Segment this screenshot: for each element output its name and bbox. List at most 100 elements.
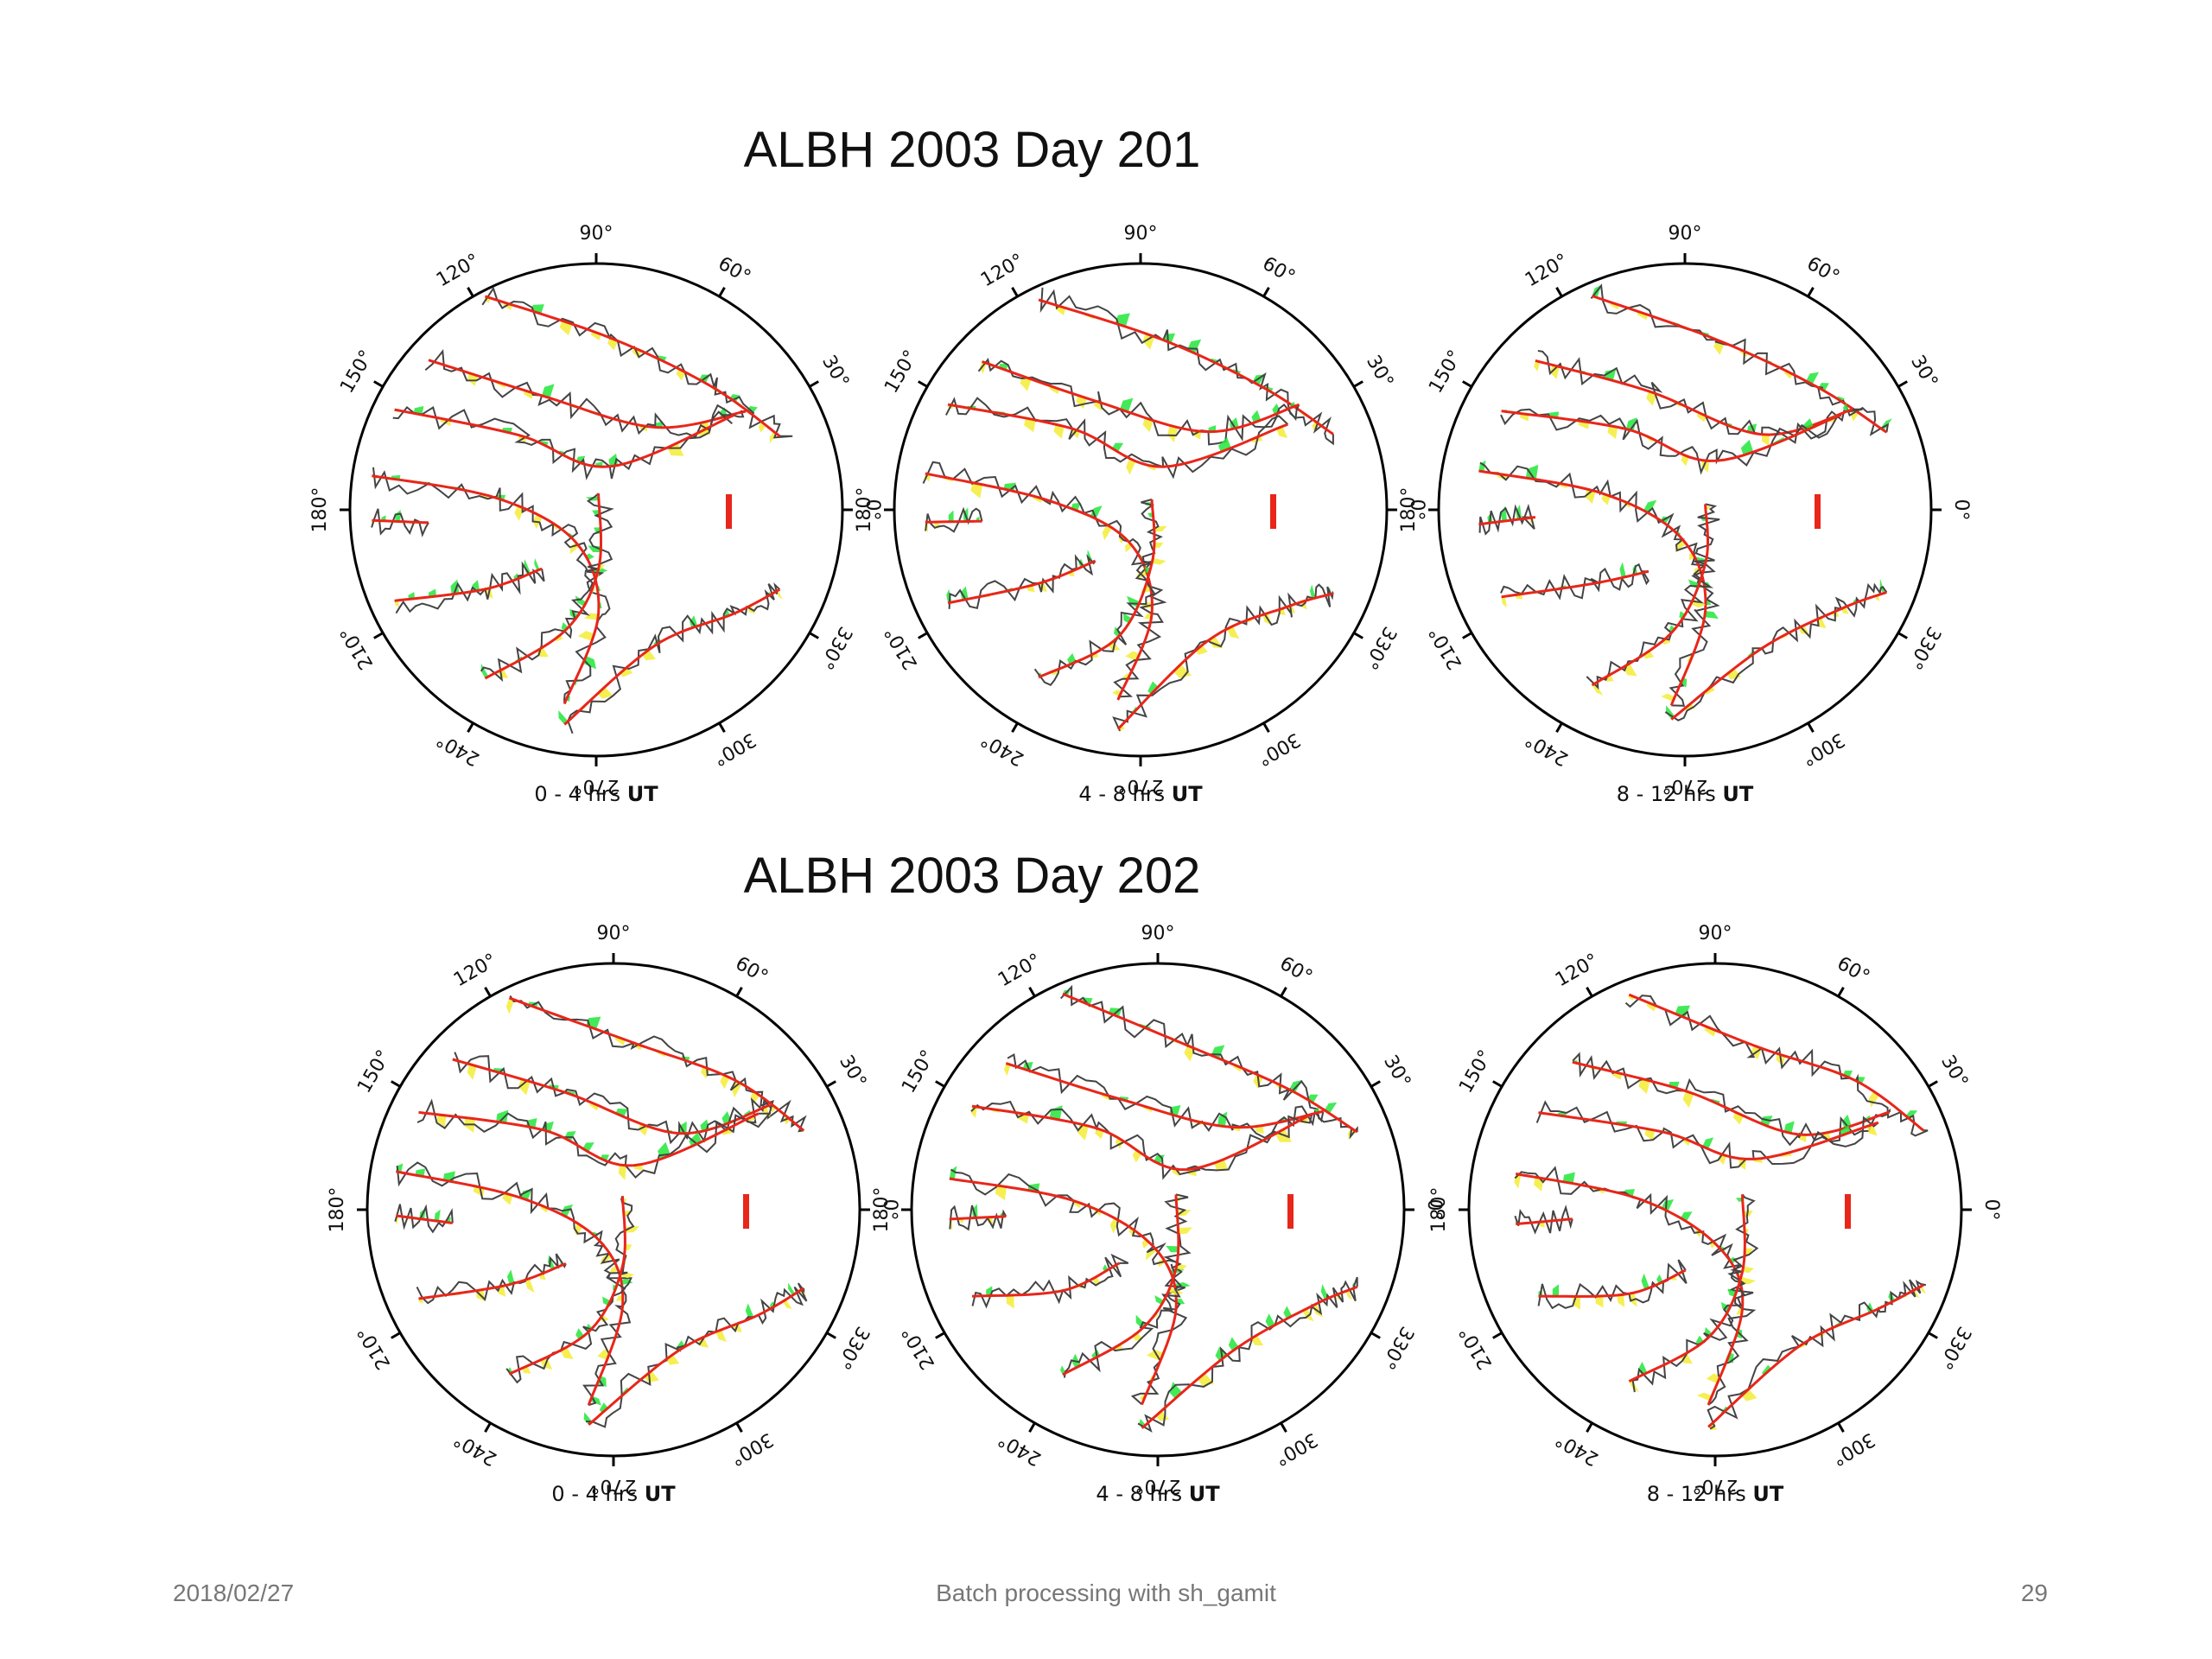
residual-fill <box>1208 425 1217 432</box>
residual-trace <box>372 467 611 704</box>
residual-fill <box>972 1204 978 1218</box>
residual-fill <box>1745 1248 1753 1255</box>
residual-fill <box>1142 417 1154 433</box>
residual-fill <box>655 421 664 428</box>
residual-trace <box>1535 1100 1879 1169</box>
model-line <box>1038 298 1334 435</box>
residual-fill <box>1087 550 1093 563</box>
footer-title: Batch processing with sh_gamit <box>936 1580 1276 1606</box>
sky-plot-panel: 90° 60° 30° 0° 330° 300° 270° 240° 210° 180° 150° 1… <box>327 923 900 1506</box>
model-line <box>1628 1194 1746 1383</box>
azimuth-tick <box>1586 1422 1593 1433</box>
azimuth-label: 30° <box>1379 1052 1414 1091</box>
residual-fill <box>1637 311 1649 321</box>
residual-fill <box>1300 601 1307 610</box>
residual-fill <box>1638 1078 1650 1095</box>
residual-fill <box>1102 524 1112 541</box>
residual-fill <box>1646 391 1657 406</box>
azimuth-label: 150° <box>353 1046 395 1096</box>
residual-trace <box>1514 1205 1573 1235</box>
azimuth-label: 300° <box>1254 728 1304 770</box>
residual-fill <box>1662 637 1671 645</box>
azimuth-label: 180° <box>854 487 875 533</box>
model-line <box>1707 1283 1924 1428</box>
residual-fill <box>1226 626 1240 639</box>
azimuth-label: 270° <box>1135 1475 1181 1497</box>
azimuth-label: 60° <box>1259 253 1299 289</box>
residual-trace <box>1631 1193 1759 1393</box>
azimuth-tick <box>1492 1332 1503 1339</box>
azimuth-label: 210° <box>336 623 378 673</box>
model-line <box>372 474 601 705</box>
residual-fill <box>1669 1081 1680 1089</box>
residual-fill <box>960 586 969 601</box>
azimuth-label: 150° <box>898 1046 939 1096</box>
residual-trace <box>1664 582 1888 721</box>
model-line <box>1572 1060 1891 1136</box>
residual-fill <box>506 1269 515 1285</box>
azimuth-label: 30° <box>1362 352 1397 391</box>
residual-trace <box>1500 563 1650 601</box>
residual-fill <box>1617 1294 1625 1307</box>
azimuth-label: 270° <box>574 775 620 797</box>
residual-fill <box>436 1114 447 1128</box>
residual-fill <box>542 384 555 398</box>
model-line <box>1538 1268 1687 1298</box>
azimuth-label: 60° <box>1834 953 1873 988</box>
residual-fill <box>715 1329 727 1342</box>
azimuth-label: 0° <box>1423 1199 1445 1221</box>
azimuth-tick <box>935 1080 945 1088</box>
azimuth-label: 120° <box>450 950 500 991</box>
residual-fill <box>1230 417 1239 429</box>
azimuth-label: 180° <box>309 487 331 533</box>
panel-time-label: 4 - 8 hrs UT <box>1096 1482 1220 1506</box>
residual-trace <box>585 1282 808 1428</box>
residual-fill <box>1020 376 1032 391</box>
model-line <box>947 403 1288 468</box>
azimuth-label: 120° <box>995 950 1045 991</box>
residual-fill <box>534 557 540 571</box>
residual-fill <box>584 613 599 620</box>
azimuth-tick <box>1897 380 1908 388</box>
model-line <box>563 588 781 726</box>
residual-fill <box>1178 1227 1192 1235</box>
azimuth-label: 240° <box>995 1428 1045 1470</box>
residual-fill <box>1552 1284 1560 1297</box>
panel-time-range: 0 - 4 hrs <box>551 1482 644 1506</box>
residual-fill <box>582 656 597 670</box>
azimuth-tick <box>373 380 384 388</box>
model-line <box>1501 569 1649 599</box>
residual-fill <box>496 1109 509 1123</box>
residual-trace <box>480 493 614 683</box>
residual-fill <box>679 1121 687 1134</box>
azimuth-label: 90° <box>1699 923 1732 944</box>
azimuth-tick <box>1555 287 1563 297</box>
chart-title-day201: ALBH 2003 Day 201 <box>743 122 1201 178</box>
azimuth-label: 240° <box>977 728 1027 770</box>
scale-bar <box>726 494 732 529</box>
residual-fill <box>547 1255 556 1270</box>
azimuth-label: 240° <box>1522 728 1572 770</box>
residual-fill <box>1192 430 1202 440</box>
azimuth-label: 330° <box>1359 623 1401 673</box>
sky-plot-circle <box>893 262 1389 758</box>
residual-fill <box>1154 542 1164 549</box>
azimuth-tick <box>1807 287 1815 297</box>
azimuth-tick <box>735 1422 743 1433</box>
azimuth-label: 0° <box>1406 499 1427 521</box>
model-line <box>396 1214 453 1224</box>
azimuth-tick <box>1462 380 1472 388</box>
residual-fill <box>600 1154 610 1161</box>
residual-fill <box>1868 1090 1880 1108</box>
residual-fill <box>1090 505 1103 519</box>
residual-fill <box>720 1074 730 1090</box>
residual-fill <box>1195 645 1208 655</box>
azimuth-label: 210° <box>353 1323 395 1373</box>
sky-plot-panel: 90° 60° 30° 0° 330° 300° 270° 240° 210° 180° 150° 1… <box>871 923 1445 1506</box>
residual-fill <box>1152 557 1166 565</box>
azimuth-tick <box>1353 380 1363 388</box>
model-line <box>394 408 735 468</box>
residual-trace <box>948 554 1096 609</box>
model-line <box>1516 1217 1573 1226</box>
